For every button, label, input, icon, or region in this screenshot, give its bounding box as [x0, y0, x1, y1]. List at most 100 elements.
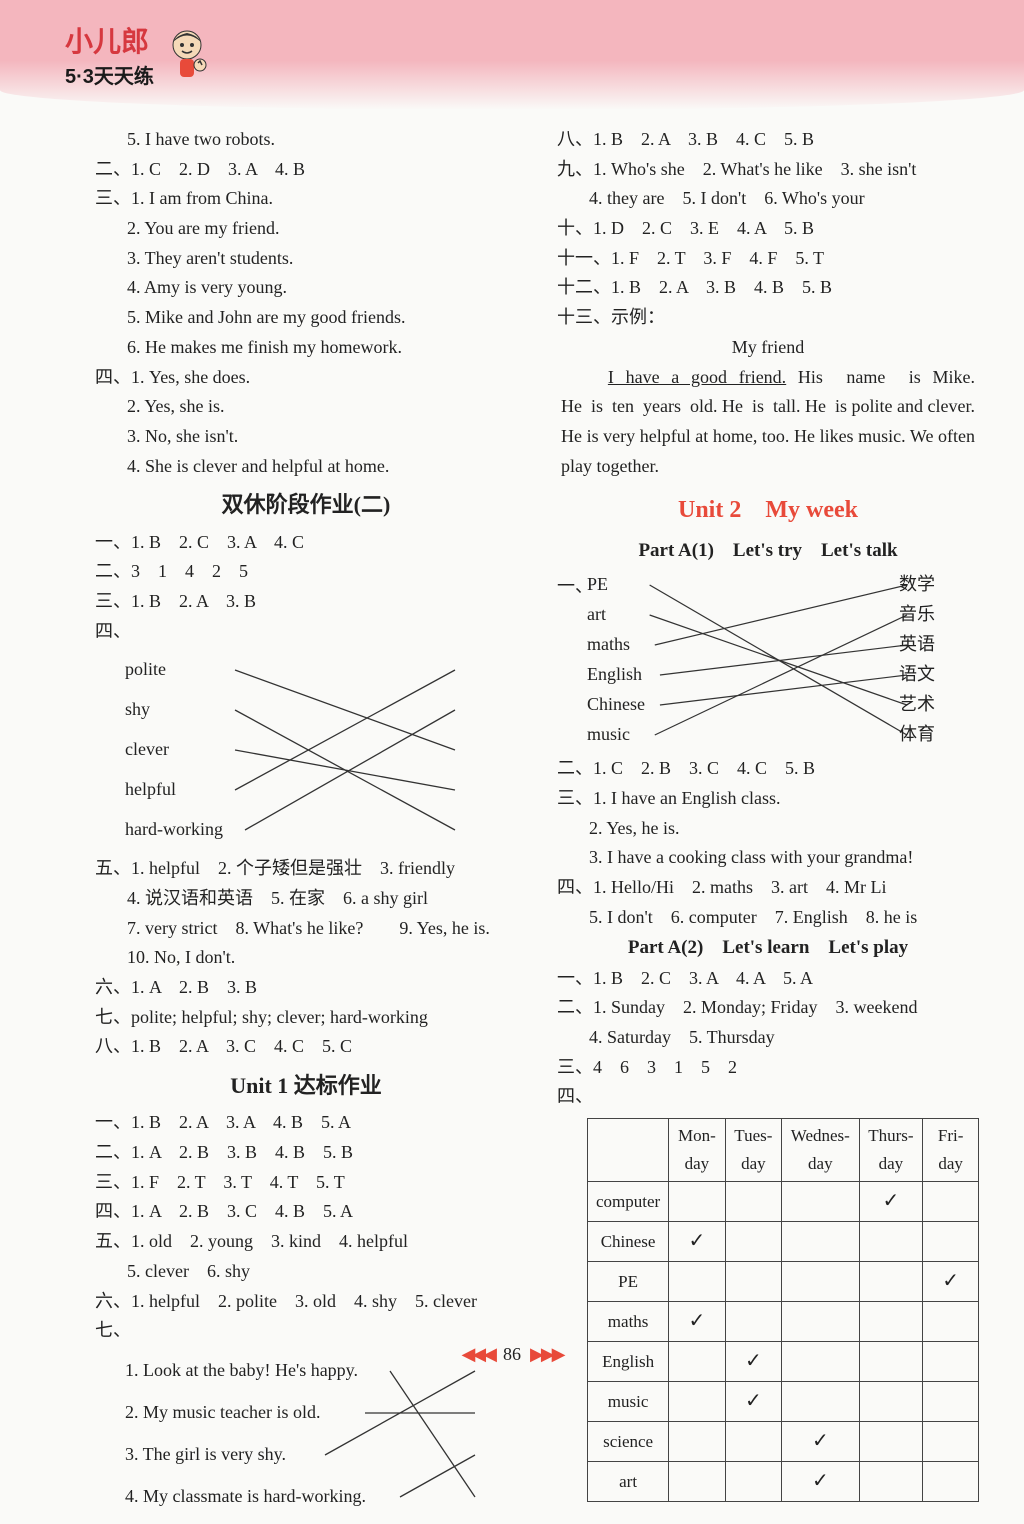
match-item: 4. My classmate is hard-working. [125, 1476, 366, 1518]
text-line: 5. Mike and John are my good friends. [95, 303, 517, 333]
essay-body: I have a good friend. His name is Mike. … [557, 363, 979, 482]
cell [923, 1222, 979, 1262]
table-row: PE✓ [588, 1262, 979, 1302]
text-line: 5. I don't 6. computer 7. English 8. he … [557, 903, 979, 933]
cell [859, 1222, 923, 1262]
table-header: Wednes-day [782, 1119, 859, 1182]
cell [782, 1302, 859, 1342]
cell [669, 1422, 725, 1462]
cell [725, 1182, 782, 1222]
row-label: science [588, 1422, 669, 1462]
text-line: 四、 [557, 1082, 979, 1112]
arrow-right-icon: ▶▶▶ [530, 1344, 563, 1364]
table-header: Tues-day [725, 1119, 782, 1182]
cell [725, 1222, 782, 1262]
match-item: English [587, 660, 697, 690]
row-label: maths [588, 1302, 669, 1342]
text-line: 九、1. Who's she 2. What's he like 3. she … [557, 155, 979, 185]
logo-text: 小儿郎 5·3天天练 [65, 20, 154, 89]
text-line: 4. Saturday 5. Thursday [557, 1023, 979, 1053]
text-line: 十一、1. F 2. T 3. F 4. F 5. T [557, 244, 979, 274]
cell [782, 1382, 859, 1422]
match-left-list: PE art maths English Chinese music [587, 570, 697, 750]
text-line: 四、1. A 2. B 3. C 4. B 5. A [95, 1197, 517, 1227]
text-line: 十三、示例： [557, 303, 979, 333]
cell: ✓ [782, 1422, 859, 1462]
text-line: 六、1. A 2. B 3. B [95, 973, 517, 1003]
cell [782, 1262, 859, 1302]
table-header: Fri-day [923, 1119, 979, 1182]
text-line: 2. Yes, she is. [95, 392, 517, 422]
table-row: computer ✓ [588, 1182, 979, 1222]
match-item: maths [587, 630, 697, 660]
cell: ✓ [923, 1262, 979, 1302]
text-line: 2. You are my friend. [95, 214, 517, 244]
cell [782, 1182, 859, 1222]
match-item: clever [125, 730, 223, 770]
section-title: Unit 1 达标作业 [95, 1068, 517, 1104]
section-title: 双休阶段作业(二) [95, 487, 517, 523]
match-item: helpful [125, 770, 223, 810]
text-line: 4. She is clever and helpful at home. [95, 452, 517, 482]
part-title: Part A(2) Let's learn Let's play [557, 932, 979, 963]
cell [923, 1302, 979, 1342]
cell [859, 1422, 923, 1462]
row-label: computer [588, 1182, 669, 1222]
match-item: hard-working [125, 810, 223, 850]
cell [923, 1182, 979, 1222]
essay-title: My friend [557, 333, 979, 363]
right-column: 八、1. B 2. A 3. B 4. C 5. B 九、1. Who's sh… [557, 125, 979, 1524]
text-line: 三、1. F 2. T 3. T 4. T 5. T [95, 1168, 517, 1198]
text-line: 六、1. helpful 2. polite 3. old 4. shy 5. … [95, 1287, 517, 1317]
cell: ✓ [669, 1302, 725, 1342]
page-num-value: 86 [503, 1344, 521, 1364]
cell [923, 1422, 979, 1462]
match-left-list: 1. Look at the baby! He's happy. 2. My m… [125, 1350, 366, 1518]
match-item: 数学 [899, 570, 959, 600]
table-header [588, 1119, 669, 1182]
row-label: Chinese [588, 1222, 669, 1262]
text-line: 7. very strict 8. What's he like? 9. Yes… [95, 914, 517, 944]
cell [923, 1462, 979, 1502]
table-row: maths✓ [588, 1302, 979, 1342]
match-item: 体育 [899, 720, 959, 750]
page-body: 5. I have two robots. 二、1. C 2. D 3. A 4… [0, 110, 1024, 1524]
cell [669, 1382, 725, 1422]
cell [669, 1462, 725, 1502]
match-item: 3. The girl is very shy. [125, 1434, 366, 1476]
match-item: 2. My music teacher is old. [125, 1392, 366, 1434]
text-line: 八、1. B 2. A 3. B 4. C 5. B [557, 125, 979, 155]
text-line: 四、 [95, 617, 517, 647]
matching-exercise-2: 1. Look at the baby! He's happy. 2. My m… [125, 1350, 517, 1520]
cell [725, 1422, 782, 1462]
text-line: 二、1. C 2. B 3. C 4. C 5. B [557, 754, 979, 784]
cell: ✓ [725, 1382, 782, 1422]
text-line: 二、1. Sunday 2. Monday; Friday 3. weekend [557, 993, 979, 1023]
cell: ✓ [859, 1182, 923, 1222]
text-line: 10. No, I don't. [95, 943, 517, 973]
text-line: 一、1. B 2. C 3. A 4. A 5. A [557, 964, 979, 994]
table-header-row: Mon-day Tues-day Wednes-day Thurs-day Fr… [588, 1119, 979, 1182]
essay-underline: I have a good friend. [608, 367, 786, 387]
text-line: 二、1. C 2. D 3. A 4. B [95, 155, 517, 185]
match-item: 语文 [899, 660, 959, 690]
text-line: 一、1. B 2. A 3. A 4. B 5. A [95, 1108, 517, 1138]
cell [859, 1262, 923, 1302]
cell [725, 1262, 782, 1302]
cell [782, 1222, 859, 1262]
text-line: 二、3 1 4 2 5 [95, 557, 517, 587]
text-line: 3. I have a cooking class with your gran… [557, 843, 979, 873]
table-header: Mon-day [669, 1119, 725, 1182]
table-row: Chinese✓ [588, 1222, 979, 1262]
match-item: Chinese [587, 690, 697, 720]
text-line: 4. Amy is very young. [95, 273, 517, 303]
cell [725, 1302, 782, 1342]
logo-box: 小儿郎 5·3天天练 [65, 20, 212, 89]
text-line: 五、1. old 2. young 3. kind 4. helpful [95, 1227, 517, 1257]
mascot-icon [162, 27, 212, 82]
text-line: 三、1. I am from China. [95, 184, 517, 214]
text-line: 4. they are 5. I don't 6. Who's your [557, 184, 979, 214]
cell [859, 1462, 923, 1502]
match-item: 音乐 [899, 600, 959, 630]
text-line: 十、1. D 2. C 3. E 4. A 5. B [557, 214, 979, 244]
